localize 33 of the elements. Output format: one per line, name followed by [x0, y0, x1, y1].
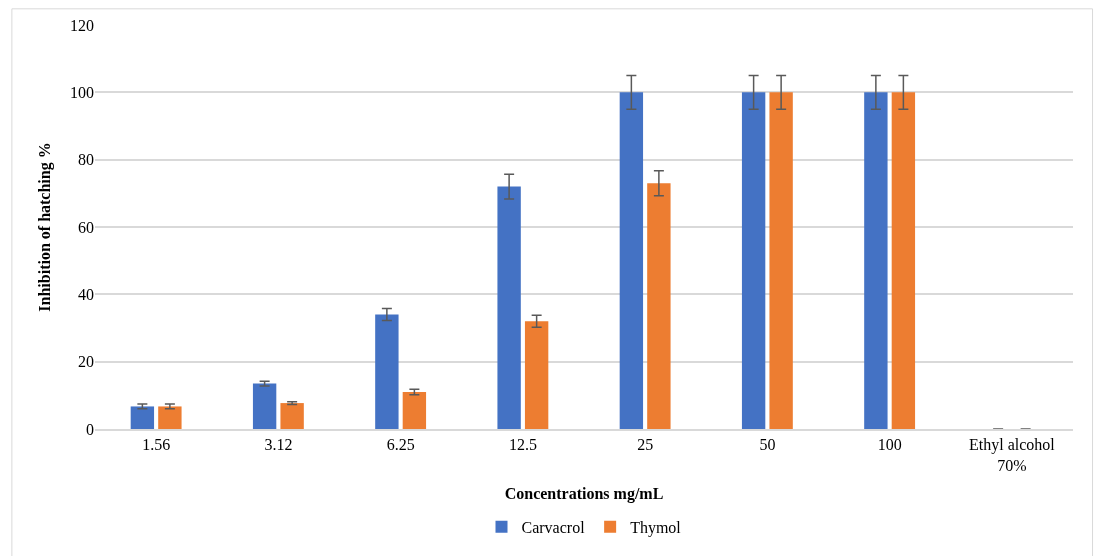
- x-tick-label: 6.25: [386, 435, 415, 453]
- bar: [280, 403, 304, 429]
- bar: [619, 92, 644, 429]
- x-tick-label: 100: [877, 435, 902, 453]
- bar: [497, 186, 521, 429]
- bar: [524, 321, 549, 429]
- y-tick-label: 120: [70, 16, 94, 34]
- legend-label: Thymol: [630, 518, 682, 537]
- bar: [647, 183, 671, 429]
- x-tick-label: 1.56: [142, 435, 171, 453]
- bar: [891, 92, 916, 429]
- y-axis-title: Inhibition of hatching %: [35, 142, 54, 312]
- bar: [864, 92, 888, 429]
- x-tick-label: 25: [637, 435, 654, 453]
- bar: [375, 314, 399, 429]
- legend-label: Carvacrol: [521, 518, 586, 536]
- y-tick-label: 60: [78, 218, 94, 236]
- bar: [741, 92, 766, 429]
- bar: [130, 406, 155, 429]
- x-axis-title: Concentrations mg/mL: [504, 484, 664, 503]
- y-tick-label: 100: [70, 83, 94, 101]
- bar: [769, 92, 793, 429]
- y-tick-label: 40: [78, 285, 94, 303]
- y-tick-label: 80: [78, 151, 94, 169]
- y-tick-label: 20: [78, 353, 94, 371]
- bar: [252, 383, 277, 429]
- x-tick-label: 12.5: [508, 435, 537, 453]
- bar: [402, 391, 427, 429]
- x-tick-label: Ethyl alcohol 70%: [969, 435, 1056, 474]
- x-tick-label: 3.12: [264, 435, 293, 453]
- y-tick-label: 0: [86, 420, 94, 438]
- x-tick-label: 50: [759, 435, 776, 453]
- bar: [158, 406, 182, 429]
